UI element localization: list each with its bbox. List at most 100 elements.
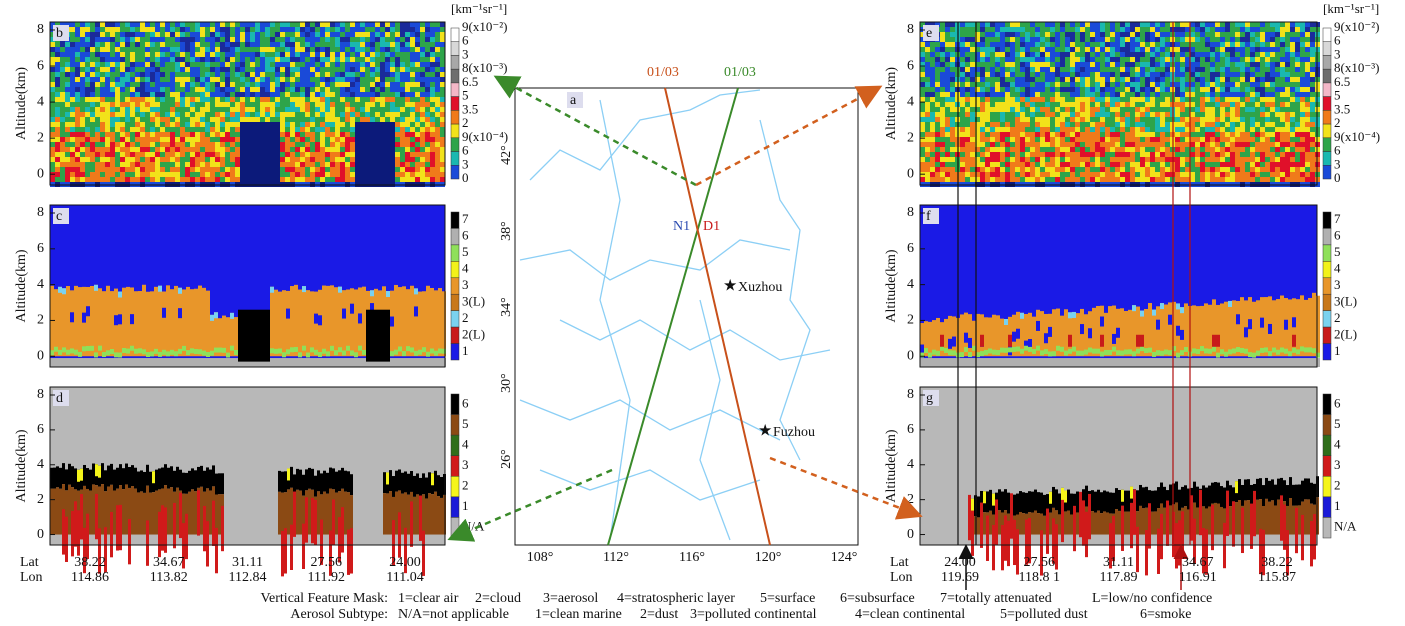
backscatter-cell (95, 137, 100, 142)
backscatter-cell (1070, 117, 1075, 122)
backscatter-cell (155, 102, 160, 107)
backscatter-cell (365, 157, 370, 162)
backscatter-cell (150, 162, 155, 167)
backscatter-cell (1055, 112, 1060, 117)
backscatter-cell (380, 177, 385, 182)
backscatter-cell (995, 37, 1000, 42)
backscatter-cell (1135, 32, 1140, 37)
backscatter-cell (250, 107, 255, 112)
backscatter-cell (1075, 92, 1080, 97)
backscatter-cell (1010, 42, 1015, 47)
backscatter-cell (965, 127, 970, 132)
backscatter-cell (1105, 97, 1110, 102)
backscatter-cell (70, 107, 75, 112)
backscatter-cell (960, 117, 965, 122)
backscatter-cell (270, 77, 275, 82)
backscatter-cell (225, 122, 230, 127)
backscatter-cell (985, 92, 990, 97)
aerosol-layer (186, 287, 190, 356)
subsurface (122, 358, 126, 367)
subsurface (130, 358, 134, 367)
backscatter-cell (995, 147, 1000, 152)
backscatter-cell (305, 162, 310, 167)
backscatter-cell (365, 122, 370, 127)
backscatter-cell (1130, 127, 1135, 132)
backscatter-cell (1055, 57, 1060, 62)
backscatter-cell (940, 72, 945, 77)
backscatter-cell (360, 107, 365, 112)
subsurface (326, 358, 330, 367)
backscatter-cell (415, 52, 420, 57)
attenuated (366, 310, 370, 362)
backscatter-cell (950, 57, 955, 62)
backscatter-cell (1080, 152, 1085, 157)
backscatter-cell (960, 22, 965, 27)
backscatter-cell (940, 42, 945, 47)
backscatter-cell (1045, 127, 1050, 132)
backscatter-cell (940, 52, 945, 57)
backscatter-cell (295, 167, 300, 172)
backscatter-cell (965, 72, 970, 77)
backscatter-cell (360, 132, 365, 137)
backscatter-cell (60, 97, 65, 102)
backscatter-cell (1045, 27, 1050, 32)
backscatter-cell (290, 52, 295, 57)
backscatter-cell (980, 37, 985, 42)
backscatter-cell (1155, 87, 1160, 92)
backscatter-cell (960, 57, 965, 62)
backscatter-cell (1005, 77, 1010, 82)
backscatter-cell (1005, 42, 1010, 47)
backscatter-cell (375, 127, 380, 132)
smoke (161, 468, 164, 489)
backscatter-cell (110, 52, 115, 57)
backscatter-cell (80, 117, 85, 122)
backscatter-cell (1090, 102, 1095, 107)
backscatter-cell (255, 112, 260, 117)
panel: b86420Altitude(km)9(x10⁻²)638(x10⁻³)6.55… (14, 1, 508, 187)
backscatter-cell (1105, 157, 1110, 162)
backscatter-cell (245, 167, 250, 172)
backscatter-cell (295, 102, 300, 107)
backscatter-cell (415, 152, 420, 157)
backscatter-cell (190, 77, 195, 82)
backscatter-cell (1000, 37, 1005, 42)
backscatter-cell (105, 177, 110, 182)
backscatter-cell (1165, 162, 1170, 167)
backscatter-cell (1150, 32, 1155, 37)
backscatter-cell (1020, 77, 1025, 82)
backscatter-cell (945, 27, 950, 32)
backscatter-cell (950, 167, 955, 172)
polluted-dust (101, 484, 104, 534)
backscatter-cell (395, 57, 400, 62)
backscatter-cell (1015, 47, 1020, 52)
colorbar-label: 9(x10⁻⁴) (462, 129, 508, 144)
backscatter-cell (95, 147, 100, 152)
backscatter-cell (150, 67, 155, 72)
backscatter-cell (1110, 112, 1115, 117)
backscatter-cell (260, 132, 265, 137)
backscatter-cell (1055, 162, 1060, 167)
backscatter-cell (330, 67, 335, 72)
backscatter-cell (435, 147, 440, 152)
backscatter-cell (300, 72, 305, 77)
backscatter-cell (1035, 57, 1040, 62)
backscatter-cell (350, 82, 355, 87)
backscatter-cell (170, 172, 175, 177)
backscatter-cell (65, 62, 70, 67)
backscatter-cell (1000, 147, 1005, 152)
backscatter-cell (335, 67, 340, 72)
backscatter-cell (70, 52, 75, 57)
backscatter-cell (435, 112, 440, 117)
backscatter-cell (255, 97, 260, 102)
backscatter-cell (355, 42, 360, 47)
backscatter-cell (1155, 177, 1160, 182)
backscatter-cell (70, 37, 75, 42)
backscatter-cell (1065, 27, 1070, 32)
backscatter-cell (230, 137, 235, 142)
backscatter-cell (930, 142, 935, 147)
backscatter-cell (120, 112, 125, 117)
backscatter-cell (1160, 87, 1165, 92)
backscatter-cell (340, 52, 345, 57)
backscatter-cell (395, 177, 400, 182)
backscatter-cell (1110, 47, 1115, 52)
